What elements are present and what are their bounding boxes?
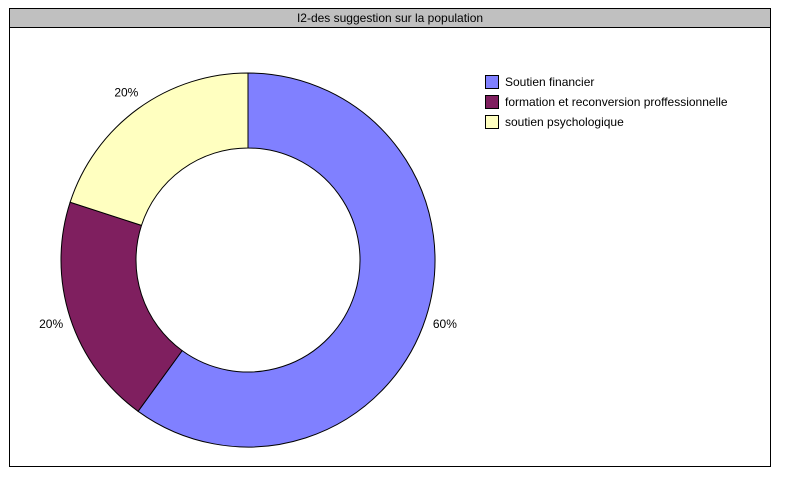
legend-swatch — [485, 75, 499, 89]
legend-label: formation et reconversion proffessionnel… — [505, 95, 728, 109]
chart-title: I2-des suggestion sur la population — [10, 9, 770, 28]
legend-item-soutien-psychologique: soutien psychologique — [485, 112, 728, 132]
chart-legend: Soutien financier formation et reconvers… — [485, 72, 728, 132]
legend-swatch — [485, 95, 499, 109]
legend-label: Soutien financier — [505, 75, 595, 89]
donut-slice-1 — [60, 201, 183, 412]
legend-swatch — [485, 115, 499, 129]
slice-percent-label: 20% — [39, 317, 63, 331]
donut-slice-0 — [137, 72, 436, 448]
legend-item-formation: formation et reconversion proffessionnel… — [485, 92, 728, 112]
slice-percent-label: 20% — [114, 86, 138, 100]
legend-item-soutien-financier: Soutien financier — [485, 72, 728, 92]
donut-slice-2 — [69, 72, 249, 227]
slice-percent-label: 60% — [433, 317, 457, 331]
legend-label: soutien psychologique — [505, 115, 624, 129]
